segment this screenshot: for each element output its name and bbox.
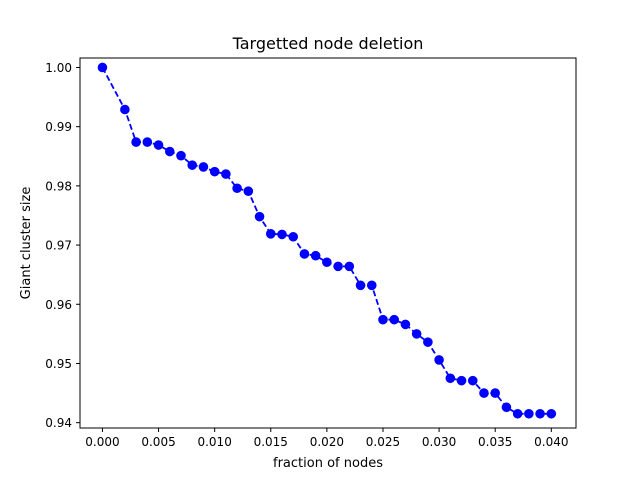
data-point (501, 402, 512, 413)
x-axis-label: fraction of nodes (273, 456, 383, 471)
data-point (254, 211, 265, 222)
data-point (389, 314, 400, 325)
data-point (378, 314, 388, 325)
data-point (131, 137, 141, 147)
data-point (153, 140, 164, 150)
data-point (265, 229, 276, 239)
x-tick-label: 0.020 (310, 435, 344, 449)
chart-title: Targetted node deletion (232, 34, 424, 53)
x-tick-label: 0.005 (141, 435, 175, 449)
data-point (243, 186, 254, 196)
data-point (142, 137, 153, 147)
x-tick-label: 0.000 (85, 435, 119, 449)
y-tick-label: 0.96 (45, 298, 72, 312)
data-point (344, 261, 355, 272)
x-tick-label: 0.040 (534, 435, 568, 449)
data-point (198, 162, 209, 172)
x-tick-label: 0.030 (422, 435, 456, 449)
y-tick-label: 0.95 (45, 357, 72, 371)
data-point (232, 183, 242, 194)
y-axis-label: Giant cluster size (19, 187, 34, 300)
data-point (333, 261, 343, 272)
data-point (355, 280, 366, 291)
x-tick-label: 0.035 (478, 435, 512, 449)
data-point (423, 337, 433, 347)
data-point (546, 408, 557, 419)
data-point (120, 104, 130, 115)
data-point (479, 388, 489, 398)
y-tick-label: 1.00 (45, 61, 72, 75)
plot-frame (79, 57, 577, 429)
data-point (277, 229, 287, 240)
axes: 0.000 0.005 0.010 0.015 0.020 0.025 0.030 0.035… (45, 61, 568, 449)
data-point (434, 355, 444, 365)
data-point (445, 373, 456, 384)
data-point (411, 329, 422, 339)
data-point (400, 319, 411, 330)
y-tick-label: 0.98 (45, 179, 72, 193)
y-tick-label: 0.97 (45, 239, 72, 253)
x-tick-label: 0.010 (197, 435, 231, 449)
plot-area (97, 62, 557, 419)
data-point (97, 62, 108, 73)
data-point (187, 160, 198, 170)
data-point (209, 166, 220, 177)
y-tick-label: 0.99 (45, 120, 72, 134)
data-point (288, 231, 299, 242)
data-point (221, 169, 231, 179)
data-point (299, 249, 310, 259)
data-point (456, 375, 467, 386)
data-point (322, 257, 332, 268)
data-point (164, 146, 175, 157)
data-point (524, 408, 534, 419)
data-point (490, 388, 501, 398)
series-line (101, 67, 552, 415)
x-tick-label: 0.015 (254, 435, 288, 449)
y-tick-label: 0.94 (45, 416, 72, 430)
data-point (310, 250, 321, 261)
data-point (535, 408, 545, 419)
data-point (366, 280, 377, 291)
data-point (512, 408, 523, 419)
data-point (176, 150, 186, 161)
data-point (467, 375, 478, 386)
x-tick-label: 0.025 (366, 435, 400, 449)
